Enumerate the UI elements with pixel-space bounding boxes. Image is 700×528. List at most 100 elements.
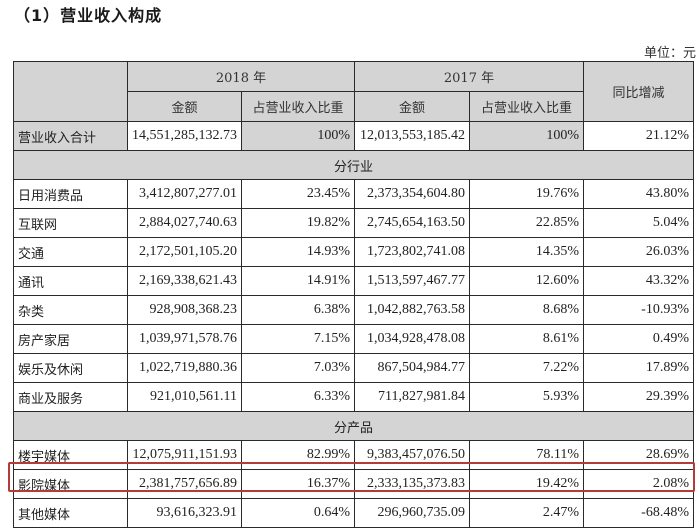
share-2017: 2.47% — [469, 498, 584, 528]
row-label: 商业及服务 — [13, 382, 128, 412]
amount-2018: 2,884,027,740.63 — [127, 208, 242, 238]
table-row: 通讯 2,169,338,621.43 14.91% 1,513,597,467.77… — [13, 266, 694, 296]
share-2018: 0.64% — [241, 498, 355, 528]
amount-2018: 3,412,807,277.01 — [127, 179, 242, 209]
share-2018: 7.03% — [241, 353, 355, 383]
total-amount-2018: 14,551,285,132.73 — [127, 121, 242, 151]
row-label: 日用消费品 — [13, 179, 128, 209]
yoy-change: 43.80% — [583, 179, 694, 209]
section-header-row: 分产品 — [13, 411, 694, 441]
amount-2018: 2,169,338,621.43 — [127, 266, 242, 296]
row-label: 娱乐及休闲 — [13, 353, 128, 383]
share-2018: 19.82% — [241, 208, 355, 238]
amount-2017: 9,383,457,076.50 — [354, 440, 470, 470]
section-title: （1）营业收入构成 — [14, 6, 163, 25]
amount-2018: 93,616,323.91 — [127, 498, 242, 528]
share-2017: 22.85% — [469, 208, 584, 238]
amount-2018: 928,908,368.23 — [127, 295, 242, 325]
amount-2017: 2,745,654,163.50 — [354, 208, 470, 238]
table-row: 互联网 2,884,027,740.63 19.82% 2,745,654,163.5… — [13, 208, 694, 238]
row-label: 互联网 — [13, 208, 128, 238]
share-2017: 8.68% — [469, 295, 584, 325]
share-2018: 14.93% — [241, 237, 355, 267]
amount-2018: 921,010,561.11 — [127, 382, 242, 412]
amount-2017: 1,513,597,467.77 — [354, 266, 470, 296]
row-label: 影院媒体 — [13, 469, 128, 499]
total-row: 营业收入合计 14,551,285,132.73 100% 12,013,553… — [13, 121, 694, 151]
yoy-change: 0.49% — [583, 324, 694, 354]
table-row: 影院媒体 2,381,757,656.89 16.37% 2,333,135,373.… — [13, 469, 694, 499]
yoy-change: 43.32% — [583, 266, 694, 296]
header-row-columns: 金额 占营业收入比重 金额 占营业收入比重 — [14, 91, 694, 122]
header-blank-cell — [13, 61, 128, 122]
share-2017: 7.22% — [469, 353, 584, 383]
revenue-composition-table: 2018 年 2017 年 同比增减 金额 占营业收入比重 金额 占营业收入比重… — [13, 61, 694, 528]
table-row: 娱乐及休闲 1,022,719,880.36 7.03% 867,504,984.77… — [13, 353, 694, 383]
header-2017: 2017 年 — [354, 61, 584, 92]
share-2018: 82.99% — [241, 440, 355, 470]
amount-2017: 1,034,928,478.08 — [354, 324, 470, 354]
share-2018: 14.91% — [241, 266, 355, 296]
header-yoy: 同比增减 — [583, 61, 694, 122]
amount-2017: 2,333,135,373.83 — [354, 469, 470, 499]
amount-2017: 1,042,882,763.58 — [354, 295, 470, 325]
row-label: 其他媒体 — [13, 498, 128, 528]
total-label: 营业收入合计 — [13, 121, 128, 151]
header-share-2017: 占营业收入比重 — [469, 91, 584, 122]
yoy-change: -10.93% — [583, 295, 694, 325]
amount-2018: 1,039,971,578.76 — [127, 324, 242, 354]
amount-2017: 2,373,354,604.80 — [354, 179, 470, 209]
share-2017: 19.42% — [469, 469, 584, 499]
row-label: 通讯 — [13, 266, 128, 296]
row-label: 楼宇媒体 — [13, 440, 128, 470]
unit-label: 单位：元 — [643, 46, 696, 61]
yoy-change: 26.03% — [583, 237, 694, 267]
total-share-2018: 100% — [241, 121, 355, 151]
amount-2018: 2,381,757,656.89 — [127, 469, 242, 499]
amount-2017: 711,827,981.84 — [354, 382, 470, 412]
table-row: 其他媒体 93,616,323.91 0.64% 296,960,735.09 2.47… — [13, 498, 694, 528]
table-row: 楼宇媒体 12,075,911,151.93 82.99% 9,383,457,076… — [13, 440, 694, 470]
amount-2017: 296,960,735.09 — [354, 498, 470, 528]
yoy-change: 5.04% — [583, 208, 694, 238]
total-amount-2017: 12,013,553,185.42 — [354, 121, 470, 151]
table-row: 交通 2,172,501,105.20 14.93% 1,723,802,741.08… — [13, 237, 694, 267]
share-2017: 78.11% — [469, 440, 584, 470]
table-row: 商业及服务 921,010,561.11 6.33% 711,827,981.84 5.… — [13, 382, 694, 412]
section-title-cell: 分行业 — [13, 150, 694, 180]
header-row-years: 2018 年 2017 年 同比增减 — [13, 61, 694, 122]
section-header-row: 分行业 — [13, 150, 694, 180]
section-title-cell: 分产品 — [13, 411, 694, 441]
yoy-change: 29.39% — [583, 382, 694, 412]
amount-2018: 12,075,911,151.93 — [127, 440, 242, 470]
share-2018: 6.38% — [241, 295, 355, 325]
share-2018: 23.45% — [241, 179, 355, 209]
header-share-2018: 占营业收入比重 — [241, 91, 355, 122]
share-2017: 14.35% — [469, 237, 584, 267]
amount-2017: 1,723,802,741.08 — [354, 237, 470, 267]
yoy-change: 17.89% — [583, 353, 694, 383]
share-2017: 12.60% — [469, 266, 584, 296]
row-label: 杂类 — [13, 295, 128, 325]
share-2018: 16.37% — [241, 469, 355, 499]
yoy-change: -68.48% — [583, 498, 694, 528]
share-2017: 5.93% — [469, 382, 584, 412]
share-2017: 8.61% — [469, 324, 584, 354]
amount-2017: 867,504,984.77 — [354, 353, 470, 383]
header-amount-2017: 金额 — [354, 91, 470, 122]
table-row: 房产家居 1,039,971,578.76 7.15% 1,034,928,478.0… — [13, 324, 694, 354]
table-row: 杂类 928,908,368.23 6.38% 1,042,882,763.58 8.6… — [13, 295, 694, 325]
yoy-change: 2.08% — [583, 469, 694, 499]
amount-2018: 1,022,719,880.36 — [127, 353, 242, 383]
header-amount-2018: 金额 — [127, 91, 242, 122]
yoy-change: 28.69% — [583, 440, 694, 470]
row-label: 房产家居 — [13, 324, 128, 354]
total-yoy: 21.12% — [583, 121, 694, 151]
row-label: 交通 — [13, 237, 128, 267]
share-2018: 7.15% — [241, 324, 355, 354]
share-2017: 19.76% — [469, 179, 584, 209]
total-share-2017: 100% — [469, 121, 584, 151]
share-2018: 6.33% — [241, 382, 355, 412]
table-row: 日用消费品 3,412,807,277.01 23.45% 2,373,354,604… — [13, 179, 694, 209]
header-2018: 2018 年 — [127, 61, 355, 92]
